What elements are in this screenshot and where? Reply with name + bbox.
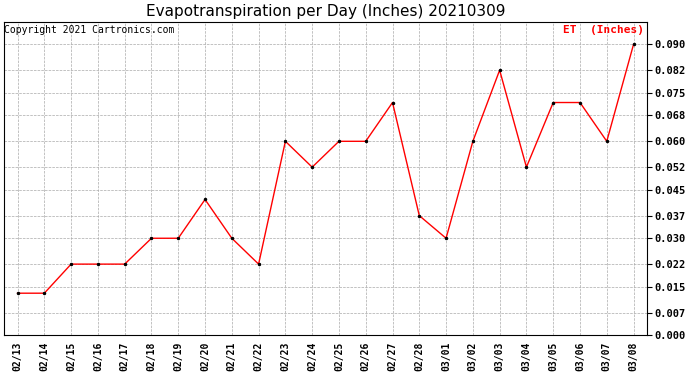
Text: ET  (Inches): ET (Inches) bbox=[563, 25, 644, 35]
Title: Evapotranspiration per Day (Inches) 20210309: Evapotranspiration per Day (Inches) 2021… bbox=[146, 4, 505, 19]
Text: Copyright 2021 Cartronics.com: Copyright 2021 Cartronics.com bbox=[4, 26, 175, 36]
